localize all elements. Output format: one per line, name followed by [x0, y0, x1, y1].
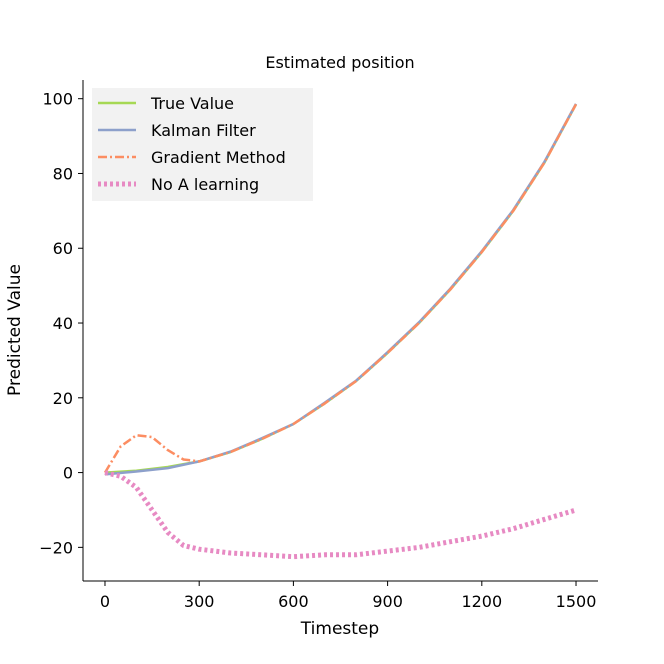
y-tick-label: 80 [53, 164, 73, 183]
legend-label: No A learning [151, 175, 259, 194]
y-tick-label: 20 [53, 389, 73, 408]
y-tick-label: 0 [63, 464, 73, 483]
x-axis-label: Timestep [300, 619, 379, 639]
x-tick-label: 300 [184, 592, 215, 611]
legend: True Value Kalman Filter Gradient Method No… [92, 88, 313, 201]
y-tick-label: 40 [53, 314, 73, 333]
series-line-no-a-learning [104, 470, 577, 560]
y-tick-label: 100 [42, 90, 73, 109]
y-tick-label: −20 [39, 538, 73, 557]
x-tick-label: 0 [100, 592, 110, 611]
x-ticks: 0 300 600 900 1200 1500 [100, 581, 596, 611]
plot-area [103, 103, 578, 560]
legend-label: Gradient Method [151, 148, 286, 167]
y-tick-label: 60 [53, 239, 73, 258]
series-line-gradient-method [103, 103, 578, 474]
x-tick-label: 1500 [556, 592, 597, 611]
chart-title: Estimated position [265, 53, 414, 72]
x-tick-label: 1200 [461, 592, 502, 611]
legend-entries: True Value Kalman Filter Gradient Method No… [98, 94, 286, 194]
x-tick-label: 900 [372, 592, 403, 611]
y-axis-label: Predicted Value [5, 264, 25, 396]
x-tick-label: 600 [278, 592, 309, 611]
legend-label: True Value [150, 94, 234, 113]
y-ticks: −20 0 20 40 60 80 100 [39, 90, 83, 557]
legend-label: Kalman Filter [151, 121, 256, 140]
